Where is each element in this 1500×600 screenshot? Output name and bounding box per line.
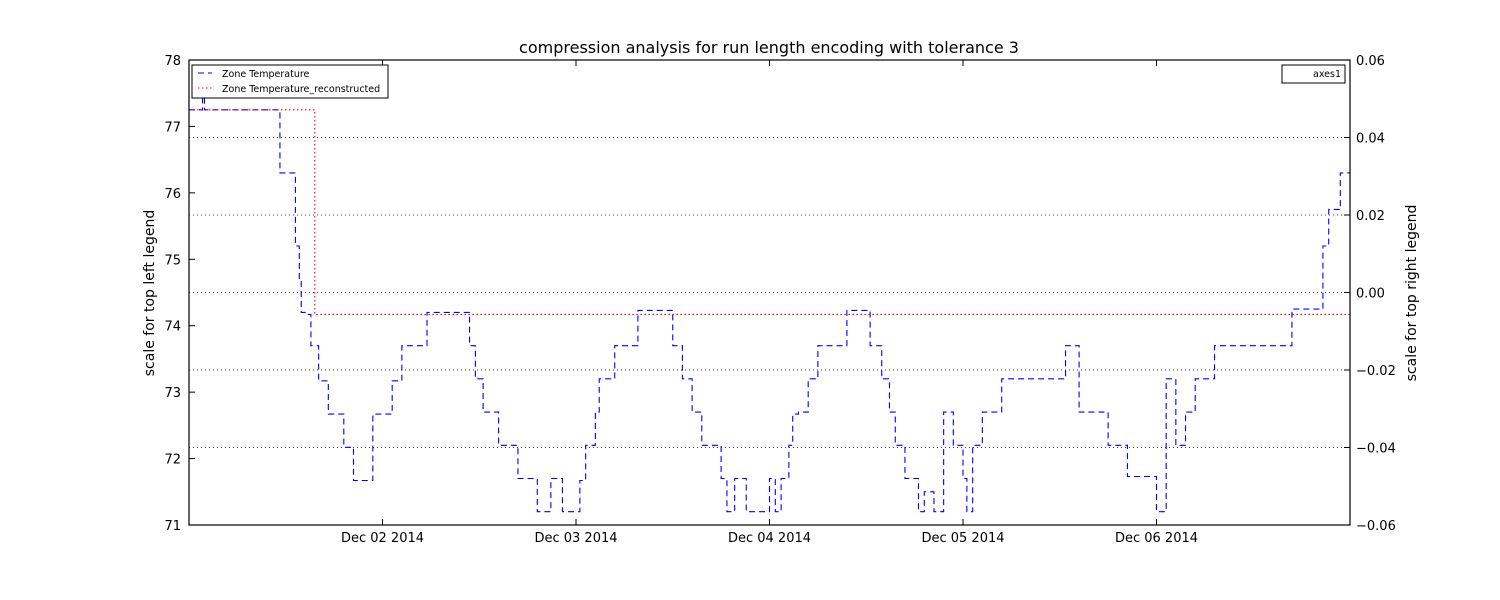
x-tick-label: Dec 03 2014: [534, 531, 617, 546]
y-axis-label-left: scale for top left legend: [142, 210, 158, 377]
legend-label-zone-temperature: Zone Temperature: [222, 69, 310, 80]
y-right-tick-label: −0.06: [1356, 519, 1396, 534]
y-right-tick-label: 0.06: [1356, 54, 1385, 69]
y-left-tick-label: 76: [164, 187, 181, 202]
y-left-tick-label: 75: [164, 253, 181, 268]
legend-right-box: [1281, 64, 1346, 84]
y-right-tick-label: 0.00: [1356, 287, 1385, 302]
x-tick-label: Dec 02 2014: [341, 531, 424, 546]
series-line-zone-temperature-reconstructed: [189, 109, 1350, 315]
legend-label-axes1: axes1: [1313, 69, 1341, 80]
legend-label-zone-temperature-reconstructed: Zone Temperature_reconstructed: [222, 84, 380, 95]
legend-top-right: axes1: [1281, 64, 1346, 84]
grid-layer: [189, 137, 1350, 448]
y-left-tick-label: 73: [164, 386, 181, 401]
series-line-zone-temperature: [189, 95, 1350, 513]
y-left-tick-label: 72: [164, 453, 181, 468]
y-right-tick-label: 0.04: [1356, 132, 1385, 147]
legend-left-box: [191, 64, 389, 99]
chart-title: compression analysis for run length enco…: [519, 38, 1019, 57]
x-tick-label: Dec 06 2014: [1115, 531, 1198, 546]
y-left-tick-label: 74: [164, 320, 181, 335]
legend-top-left: Zone Temperature Zone Temperature_recons…: [191, 64, 389, 99]
y-right-tick-label: 0.02: [1356, 209, 1385, 224]
y-left-tick-label: 77: [164, 120, 181, 135]
y-left-tick-label: 71: [164, 519, 181, 534]
axes-layer: 71 72 73 74 75 76 77 78 −0.06 −0.04 −0.02 0.00 0.02 0…: [164, 54, 1395, 546]
series-layer: [189, 95, 1350, 513]
y-right-tick-label: −0.04: [1356, 442, 1396, 457]
y-axis-label-right: scale for top right legend: [1404, 205, 1420, 382]
y-right-tick-label: −0.02: [1356, 364, 1396, 379]
y-left-tick-label: 78: [164, 54, 181, 69]
x-tick-label: Dec 05 2014: [921, 531, 1004, 546]
x-tick-label: Dec 04 2014: [728, 531, 811, 546]
